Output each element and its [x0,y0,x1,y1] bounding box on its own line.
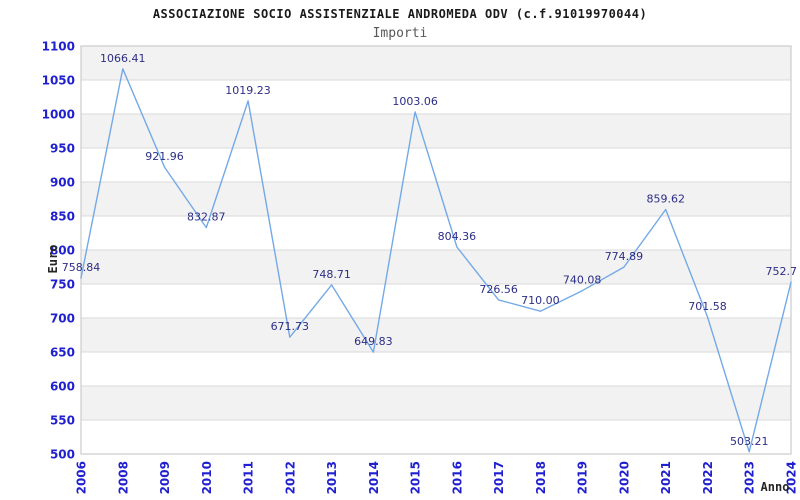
data-label: 859.62 [646,192,685,205]
x-tick-label: 2021 [659,461,673,494]
x-tick-label: 2019 [576,461,590,494]
plot-border [80,45,792,455]
y-tick-label: 950 [50,142,75,156]
x-tick-label: 2011 [242,461,256,494]
data-label: 921.96 [145,150,184,163]
x-tick-label: 2024 [785,461,799,494]
y-tick-label: 600 [50,380,75,394]
x-tick-label: 2016 [450,461,464,494]
data-label: 503.21 [730,435,769,448]
data-label: 748.71 [312,268,351,281]
x-tick-label: 2012 [283,461,297,494]
y-tick-label: 550 [50,414,75,428]
x-tick-label: 2013 [325,461,339,494]
x-tick-label: 2014 [367,461,381,494]
data-label: 649.83 [354,335,393,348]
plot-band [81,148,791,182]
data-label: 701.58 [688,300,727,313]
data-label: 671.73 [271,320,310,333]
y-axis-title: Euro [46,245,60,274]
y-tick-label: 1100 [42,40,75,54]
plot-band [81,46,791,80]
data-label: 752.7 [766,265,798,278]
plot-band [81,420,791,454]
plot-band [81,216,791,250]
x-tick-label: 2010 [200,461,214,494]
data-label: 774.89 [605,250,644,263]
x-tick-label: 2020 [617,461,631,494]
data-label: 804.36 [438,230,477,243]
y-tick-label: 650 [50,346,75,360]
y-tick-label: 500 [50,448,75,462]
y-tick-label: 850 [50,210,75,224]
x-tick-label: 2006 [75,461,89,494]
y-tick-label: 1050 [42,74,75,88]
data-label: 1019.23 [225,84,271,97]
plot-band [81,250,791,284]
data-label: 1003.06 [392,95,438,108]
x-tick-label: 2015 [409,461,423,494]
data-label: 758.84 [62,261,101,274]
data-label: 710.00 [521,294,560,307]
data-label: 726.56 [479,283,518,296]
plot-band [81,80,791,114]
plot-band [81,114,791,148]
y-tick-label: 750 [50,278,75,292]
x-tick-label: 2022 [701,461,715,494]
plot-band [81,386,791,420]
x-tick-label: 2023 [743,461,757,494]
x-tick-label: 2009 [158,461,172,494]
data-label: 832.87 [187,211,226,224]
plot-band [81,284,791,318]
x-tick-label: 2008 [116,461,130,494]
chart-subtitle: Importi [372,26,428,41]
data-label: 1066.41 [100,52,146,65]
y-tick-label: 1000 [42,108,75,122]
x-tick-label: 2017 [492,461,506,494]
y-tick-label: 900 [50,176,75,190]
data-line [80,68,792,453]
plot-band [81,352,791,386]
x-tick-label: 2018 [534,461,548,494]
plot-band [81,318,791,352]
chart-title: ASSOCIAZIONE SOCIO ASSISTENZIALE ANDROME… [152,7,648,21]
x-axis-title: Anno [761,480,790,494]
y-tick-label: 800 [50,244,75,258]
plot-band [81,182,791,216]
data-label: 740.08 [563,274,602,287]
y-tick-label: 700 [50,312,75,326]
